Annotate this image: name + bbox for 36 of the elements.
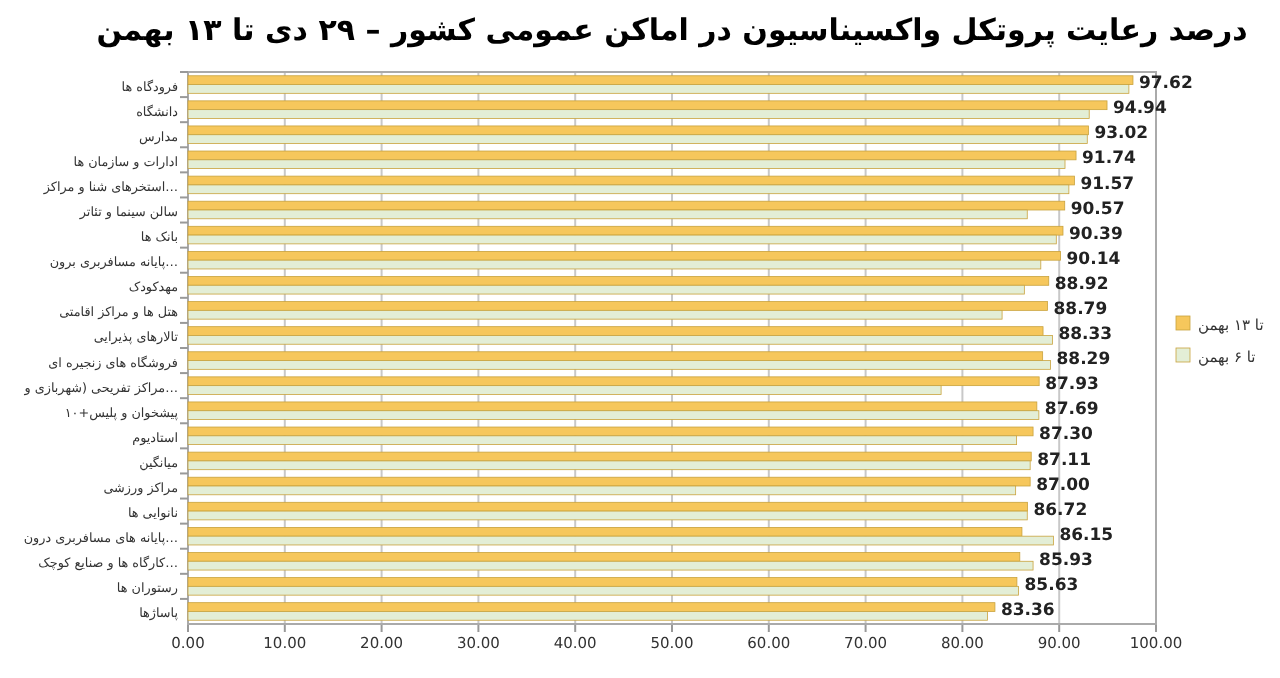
data-label: 88.79 (1053, 299, 1108, 320)
data-label: 94.94 (1113, 99, 1167, 120)
bar (187, 585, 1019, 596)
data-label: 87.11 (1037, 450, 1092, 471)
data-label: 90.39 (1068, 224, 1123, 245)
data-label: 87.30 (1039, 425, 1094, 446)
data-label: 91.74 (1082, 149, 1136, 170)
data-label: 88.33 (1058, 325, 1113, 346)
bar (187, 401, 1038, 412)
data-label: 90.14 (1066, 249, 1121, 270)
data-label: 87.00 (1036, 475, 1091, 496)
bar (187, 451, 1032, 462)
data-label: 88.92 (1054, 274, 1109, 295)
data-label: 85.63 (1024, 575, 1079, 596)
data-label: 97.62 (1138, 74, 1193, 95)
data-label: 87.69 (1044, 400, 1099, 421)
bar (187, 234, 1057, 245)
data-label: 85.93 (1039, 550, 1094, 571)
data-label: 88.29 (1056, 350, 1111, 371)
bar (187, 175, 1075, 186)
data-label: 91.57 (1080, 174, 1135, 195)
bar (187, 426, 1034, 437)
data-label: 90.57 (1070, 199, 1125, 220)
data-label: 83.36 (1000, 601, 1055, 622)
bar (187, 510, 1028, 521)
bar (187, 560, 1034, 571)
bar (187, 125, 1089, 136)
chart-title: درصد رعایت پروتکل واکسیناسیون در اماکن عمومی کشور – ۲۹ دی تا ۱۳ بهمن (96, 12, 1249, 48)
bar (187, 535, 1054, 546)
bar (187, 376, 1040, 387)
bar (187, 100, 1108, 111)
data-label: 86.15 (1059, 525, 1114, 546)
data-label: 87.93 (1045, 375, 1100, 396)
data-label: 86.72 (1033, 500, 1088, 521)
bar (187, 150, 1077, 161)
data-label: 93.02 (1094, 124, 1149, 145)
